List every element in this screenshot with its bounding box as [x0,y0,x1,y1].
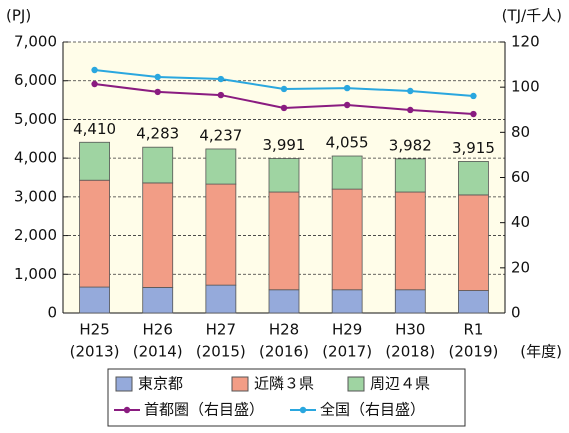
x-tick-sublabel: (2016) [259,343,309,361]
bar-segment [205,148,237,185]
total-label: 4,055 [326,134,369,152]
bar-segment [331,289,363,314]
bar-segment [142,146,174,184]
y-tick-label: 1,000 [14,265,57,283]
y-tick-label: 7,000 [14,33,57,51]
legend-label: 近隣３県 [254,375,314,393]
x-tick-label: H27 [206,321,236,339]
legend [107,368,466,427]
line-point [217,75,225,83]
bar-segment [394,289,426,314]
x-tick-sublabel: (2013) [70,343,120,361]
total-label: 4,410 [73,120,116,138]
y-tick-label: 6,000 [14,71,57,89]
total-label: 4,283 [136,125,179,143]
bar-segment [268,191,300,291]
bar-segment [79,286,110,314]
x-tick-sublabel: (2014) [133,343,183,361]
legend-swatch [231,376,249,392]
legend-label: 首都圏（右目盛） [144,401,264,419]
legend-swatch [347,376,365,392]
line-point [217,91,225,99]
y2-tick-label: 40 [511,213,530,231]
bar-segment [79,179,110,288]
y-tick-label: 3,000 [14,187,57,205]
line-point [407,87,414,95]
x-tick-label: H26 [143,321,173,339]
legend-dot [123,406,131,414]
legend-swatch [115,376,133,392]
line-point [154,73,161,81]
x-unit: (年度) [520,343,562,361]
legend-label: 周辺４県 [370,375,430,393]
bar-segment [458,194,489,291]
bar-segment [142,182,174,288]
bar-segment [268,158,300,193]
line-point [470,110,477,118]
bar-segment [331,155,363,190]
x-tick-sublabel: (2018) [385,343,435,361]
line-point [280,85,288,93]
legend-dot [299,406,307,414]
bar-segment [458,290,489,314]
bar-segment [142,287,174,314]
line-point [343,101,351,109]
total-label: 3,982 [389,136,432,154]
x-tick-sublabel: (2017) [322,343,372,361]
bar-segment [205,183,237,286]
y-unit: (PJ) [6,7,31,25]
x-tick-label: H28 [269,321,299,339]
y2-tick-label: 100 [511,78,540,96]
line-point [343,84,351,92]
y2-tick-label: 80 [511,123,530,141]
bar-segment [458,161,489,196]
bar-segment [268,289,300,314]
y2-tick-label: 0 [511,304,521,322]
x-tick-label: H30 [395,321,425,339]
total-label: 3,991 [263,136,306,154]
y2-tick-label: 60 [511,168,530,186]
bar-segment [331,188,363,291]
x-tick-sublabel: (2019) [448,343,498,361]
line-point [91,80,98,88]
x-tick-sublabel: (2015) [196,343,246,361]
y-tick-label: 0 [47,304,57,322]
y-tick-label: 2,000 [14,226,57,244]
y-tick-label: 5,000 [14,110,57,128]
legend-label: 全国（右目盛） [320,401,425,419]
line-point [154,88,161,96]
line-point [91,66,98,74]
line-point [470,92,477,100]
legend-label: 東京都 [138,375,183,393]
line-point [407,106,414,114]
x-tick-label: H25 [79,321,109,339]
y-tick-label: 4,000 [14,149,57,167]
bar-segment [205,284,237,314]
y2-tick-label: 20 [511,258,530,276]
y2-unit: (TJ/千人) [502,7,562,25]
bar-segment [79,141,110,181]
bar-segment [394,191,426,291]
y2-tick-label: 120 [511,33,540,51]
line-point [280,104,288,112]
x-tick-label: H29 [332,321,362,339]
total-label: 3,915 [452,139,495,157]
total-label: 4,237 [199,126,242,144]
x-tick-label: R1 [463,321,483,339]
bar-segment [394,158,426,193]
